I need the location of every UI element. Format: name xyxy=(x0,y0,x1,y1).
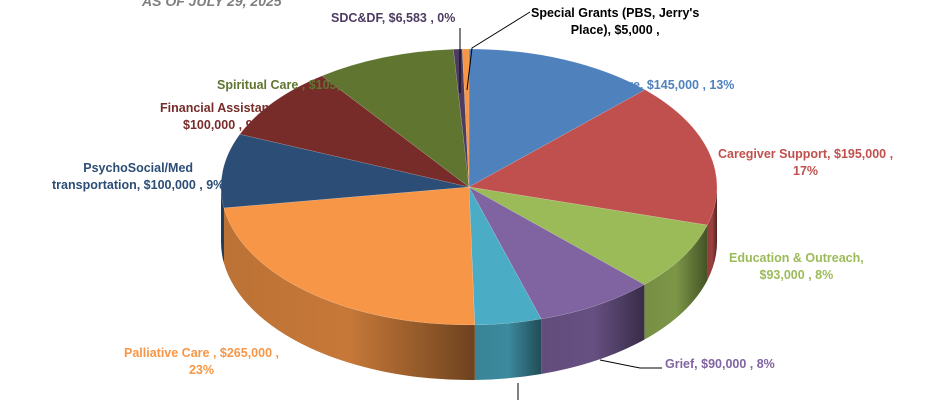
label-grief: Grief, $90,000 , 8% xyxy=(665,357,775,371)
label-caregiver-support: Caregiver Support, $195,000 , 17% xyxy=(718,147,894,178)
pie-slice-sdc-df xyxy=(453,48,470,188)
label-psychosocial: PsychoSocial/Med transportation, $100,00… xyxy=(52,161,225,192)
pie-side-caregiver-support xyxy=(707,187,717,281)
label-sdcdf: SDC&DF, $6,583 , 0% xyxy=(331,11,456,25)
pie-side-grief xyxy=(541,284,645,375)
pie-side-education-outreach xyxy=(644,225,708,340)
pie-side-psychosocial-med-transportation xyxy=(221,187,224,263)
leader-line-grief xyxy=(599,359,662,369)
pie-side-palliative-care xyxy=(223,207,475,380)
label-special-grants: Special Grants (PBS, Jerry's Place), $5,… xyxy=(531,6,700,37)
pie-slice-education-outreach xyxy=(468,186,708,285)
pie-slice-palliative-care xyxy=(223,186,476,326)
label-financial-assistance: Financial Assistance, $100,000 , 9% xyxy=(160,101,287,132)
pie-slice-grief xyxy=(468,186,645,320)
label-hospice-care: Hospice Care, $145,000 , 13% xyxy=(560,78,735,92)
pie-slice-unlabeled-teal xyxy=(468,186,542,326)
label-spiritual-care: Spiritual Care , $105,000 , 9% xyxy=(217,78,390,92)
pie-slice-spiritual-care xyxy=(321,49,470,188)
leader-line-special-grants xyxy=(466,11,531,91)
label-education-outreach: Education & Outreach, $93,000 , 8% xyxy=(729,251,864,282)
pie-slice-financial-assistance xyxy=(239,75,470,188)
pie-side-unlabeled-teal xyxy=(474,319,542,380)
pie-slice-hospice-care xyxy=(468,48,646,188)
pie-slice-psychosocial-med-transportation xyxy=(220,133,470,209)
chart-subtitle: AS OF JULY 29, 2025 xyxy=(142,0,282,9)
pie-slice-caregiver-support xyxy=(468,89,718,226)
label-palliative-care: Palliative Care , $265,000 , 23% xyxy=(124,346,279,377)
